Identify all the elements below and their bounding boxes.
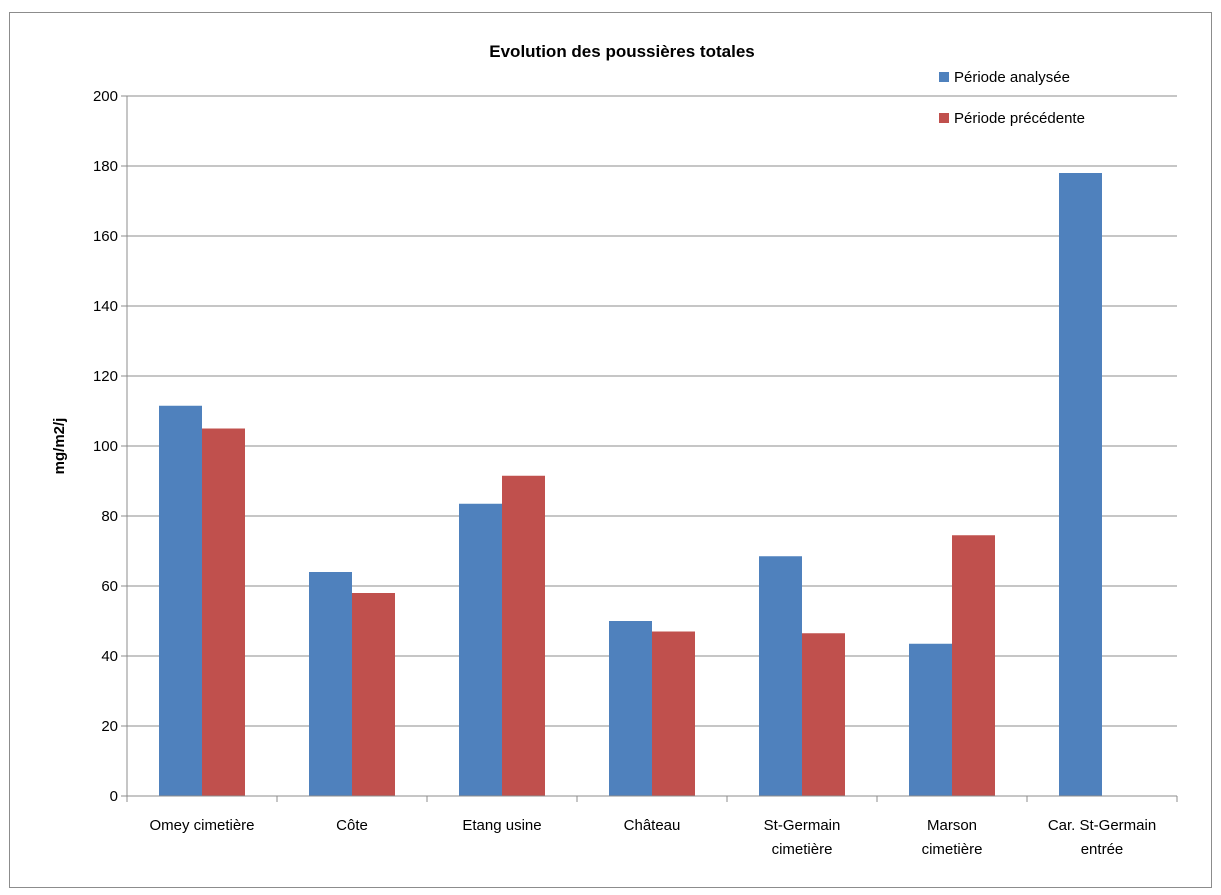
y-tick-labels: 0 20 40 60 80 100 120 140 160 180 200 — [93, 88, 118, 805]
y-tick-label-120: 120 — [93, 368, 118, 385]
legend-label-1: Période précédente — [954, 110, 1085, 127]
bar-s0-c6 — [1059, 173, 1102, 796]
x-tick-label-6-line1: entrée — [1081, 841, 1124, 858]
x-tick-label-5-line1: cimetière — [922, 841, 983, 858]
y-tick-label-80: 80 — [101, 508, 118, 525]
y-tick-label-20: 20 — [101, 718, 118, 735]
chart-frame — [9, 12, 1212, 888]
gridlines — [127, 95, 1177, 727]
bar-s1-c5 — [952, 535, 995, 796]
y-axis-label: mg/m2/j — [51, 418, 68, 475]
axes — [121, 95, 1178, 802]
y-tick-label-180: 180 — [93, 158, 118, 175]
legend-label-0: Période analysée — [954, 69, 1070, 86]
x-tick-label-1: Côte — [336, 817, 368, 834]
y-tick-label-200: 200 — [93, 88, 118, 105]
bar-s1-c1 — [352, 593, 395, 796]
x-tick-label-3: Château — [624, 817, 681, 834]
x-tick-label-5: Marson — [927, 817, 977, 834]
bar-s0-c1 — [309, 572, 352, 796]
x-tick-label-4-line1: cimetière — [772, 841, 833, 858]
y-tick-label-0: 0 — [110, 788, 118, 805]
bar-s1-c0 — [202, 428, 245, 796]
x-tick-label-0: Omey cimetière — [149, 817, 254, 834]
legend-swatch-0 — [939, 72, 949, 82]
y-tick-label-140: 140 — [93, 298, 118, 315]
bar-s0-c0 — [159, 405, 202, 796]
bar-s0-c5 — [909, 643, 952, 796]
y-tick-label-60: 60 — [101, 578, 118, 595]
bar-s0-c4 — [759, 556, 802, 796]
y-tick-label-160: 160 — [93, 228, 118, 245]
bar-s1-c3 — [652, 631, 695, 796]
bars — [159, 173, 1102, 796]
chart-title: Evolution des poussières totales — [489, 42, 754, 61]
x-tick-label-6: Car. St-Germain — [1048, 817, 1156, 834]
bar-s1-c2 — [502, 475, 545, 796]
x-tick-labels: Omey cimetière Côte Etang usine Château St-G… — [149, 817, 1156, 858]
bar-s0-c2 — [459, 503, 502, 796]
bar-s0-c3 — [609, 621, 652, 796]
bar-s1-c4 — [802, 633, 845, 796]
x-tick-label-2: Etang usine — [462, 817, 541, 834]
legend-swatch-1 — [939, 113, 949, 123]
legend: Période analysée Période précédente — [939, 69, 1085, 127]
y-tick-label-100: 100 — [93, 438, 118, 455]
y-tick-label-40: 40 — [101, 648, 118, 665]
x-tick-label-4: St-Germain — [764, 817, 841, 834]
